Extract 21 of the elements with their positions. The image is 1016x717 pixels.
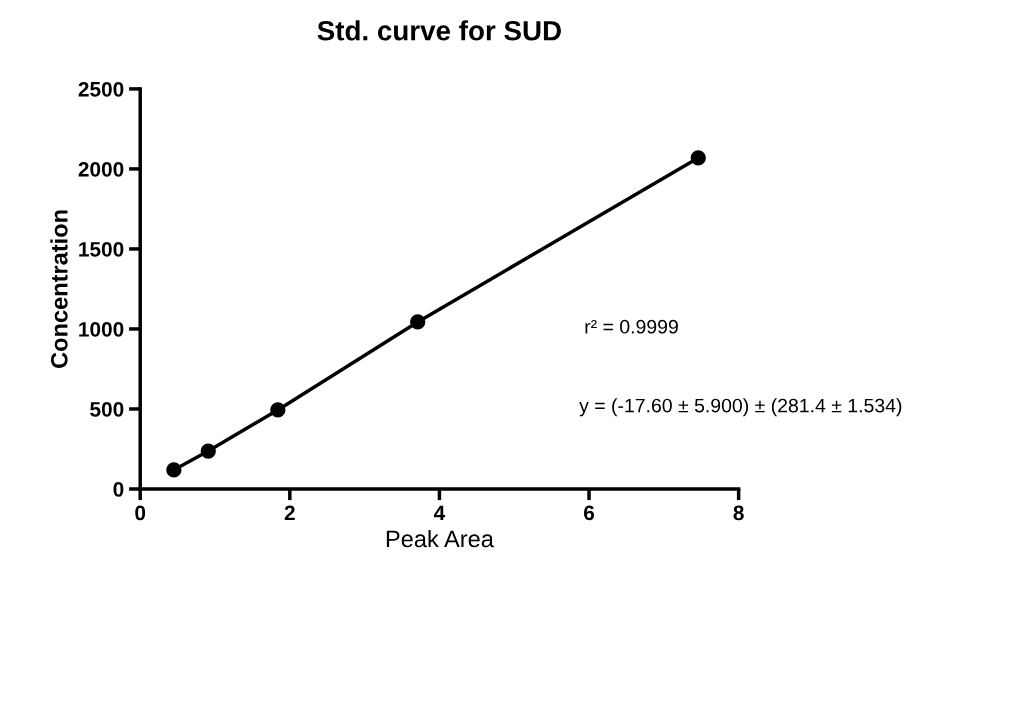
point bbox=[270, 402, 286, 418]
y-tick-label: 2500 bbox=[78, 81, 124, 97]
point bbox=[200, 443, 216, 459]
y-tick-label: 0 bbox=[113, 482, 124, 497]
y-tick-label: 500 bbox=[90, 401, 124, 417]
x-axis-title: Peak Area bbox=[386, 529, 494, 548]
x-tick-label: 6 bbox=[584, 505, 595, 521]
y-axis-title: Concentration bbox=[50, 210, 68, 368]
x-tick-label: 8 bbox=[733, 505, 744, 521]
x-tick-label: 2 bbox=[284, 505, 295, 521]
y-tick-label: 1000 bbox=[79, 321, 124, 337]
point bbox=[690, 150, 706, 166]
point bbox=[410, 314, 426, 330]
y-tick-label: 2000 bbox=[78, 161, 124, 177]
point bbox=[166, 462, 182, 478]
annotation: y = (-17.60 ± 5.900) ± (281.4 ± 1.534) bbox=[579, 398, 902, 417]
y-tick-label: 1500 bbox=[79, 241, 124, 257]
x-tick-label: 0 bbox=[135, 505, 146, 521]
annotation: r² = 0.9999 bbox=[585, 319, 678, 334]
chart-title: Std. curve for SUD bbox=[317, 20, 561, 41]
x-tick-label: 4 bbox=[433, 505, 446, 521]
